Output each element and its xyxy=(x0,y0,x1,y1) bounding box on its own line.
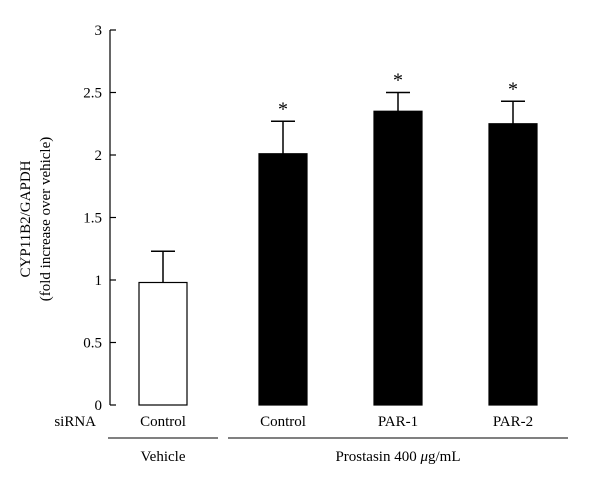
bar xyxy=(373,110,423,406)
significance-star: * xyxy=(393,70,403,92)
y-tick-label: 1.5 xyxy=(83,211,102,227)
bar xyxy=(488,123,538,406)
category-label: PAR-2 xyxy=(493,414,533,430)
y-tick-label: 1 xyxy=(95,273,103,289)
group-label-prostasin: Prostasin 400 μg/mL xyxy=(335,449,460,465)
bars-layer xyxy=(138,110,538,406)
category-label: Control xyxy=(260,414,306,430)
significance-layer: * * * xyxy=(278,70,518,121)
y-tick-label: 2.5 xyxy=(83,86,102,102)
group-label-prostasin-suffix: g/mL xyxy=(428,449,461,465)
y-tick-label: 3 xyxy=(95,23,103,39)
row-label-sirna: siRNA xyxy=(54,414,96,430)
category-label: Control xyxy=(140,414,186,430)
y-tick-label: 0.5 xyxy=(83,336,102,352)
significance-star: * xyxy=(508,78,518,100)
y-axis-ticks: 0 0.5 1 1.5 2 2.5 3 xyxy=(83,23,116,414)
y-tick-label: 2 xyxy=(95,148,103,164)
group-label-prostasin-unit: μ xyxy=(419,449,428,465)
bar xyxy=(138,281,188,406)
group-label-vehicle: Vehicle xyxy=(141,449,186,465)
y-axis-title: CYP11B2/GAPDH (fold increase over vehicl… xyxy=(18,137,54,302)
category-label: PAR-1 xyxy=(378,414,418,430)
significance-star: * xyxy=(278,98,288,120)
group-label-prostasin-prefix: Prostasin 400 xyxy=(335,449,420,465)
y-tick-label: 0 xyxy=(95,398,103,414)
y-axis-title-line2: (fold increase over vehicle) xyxy=(38,137,54,302)
y-axis-title-line1: CYP11B2/GAPDH xyxy=(18,160,34,277)
error-bars-layer xyxy=(151,91,525,283)
category-labels: Control Control PAR-1 PAR-2 xyxy=(140,414,533,430)
bar xyxy=(258,153,308,406)
